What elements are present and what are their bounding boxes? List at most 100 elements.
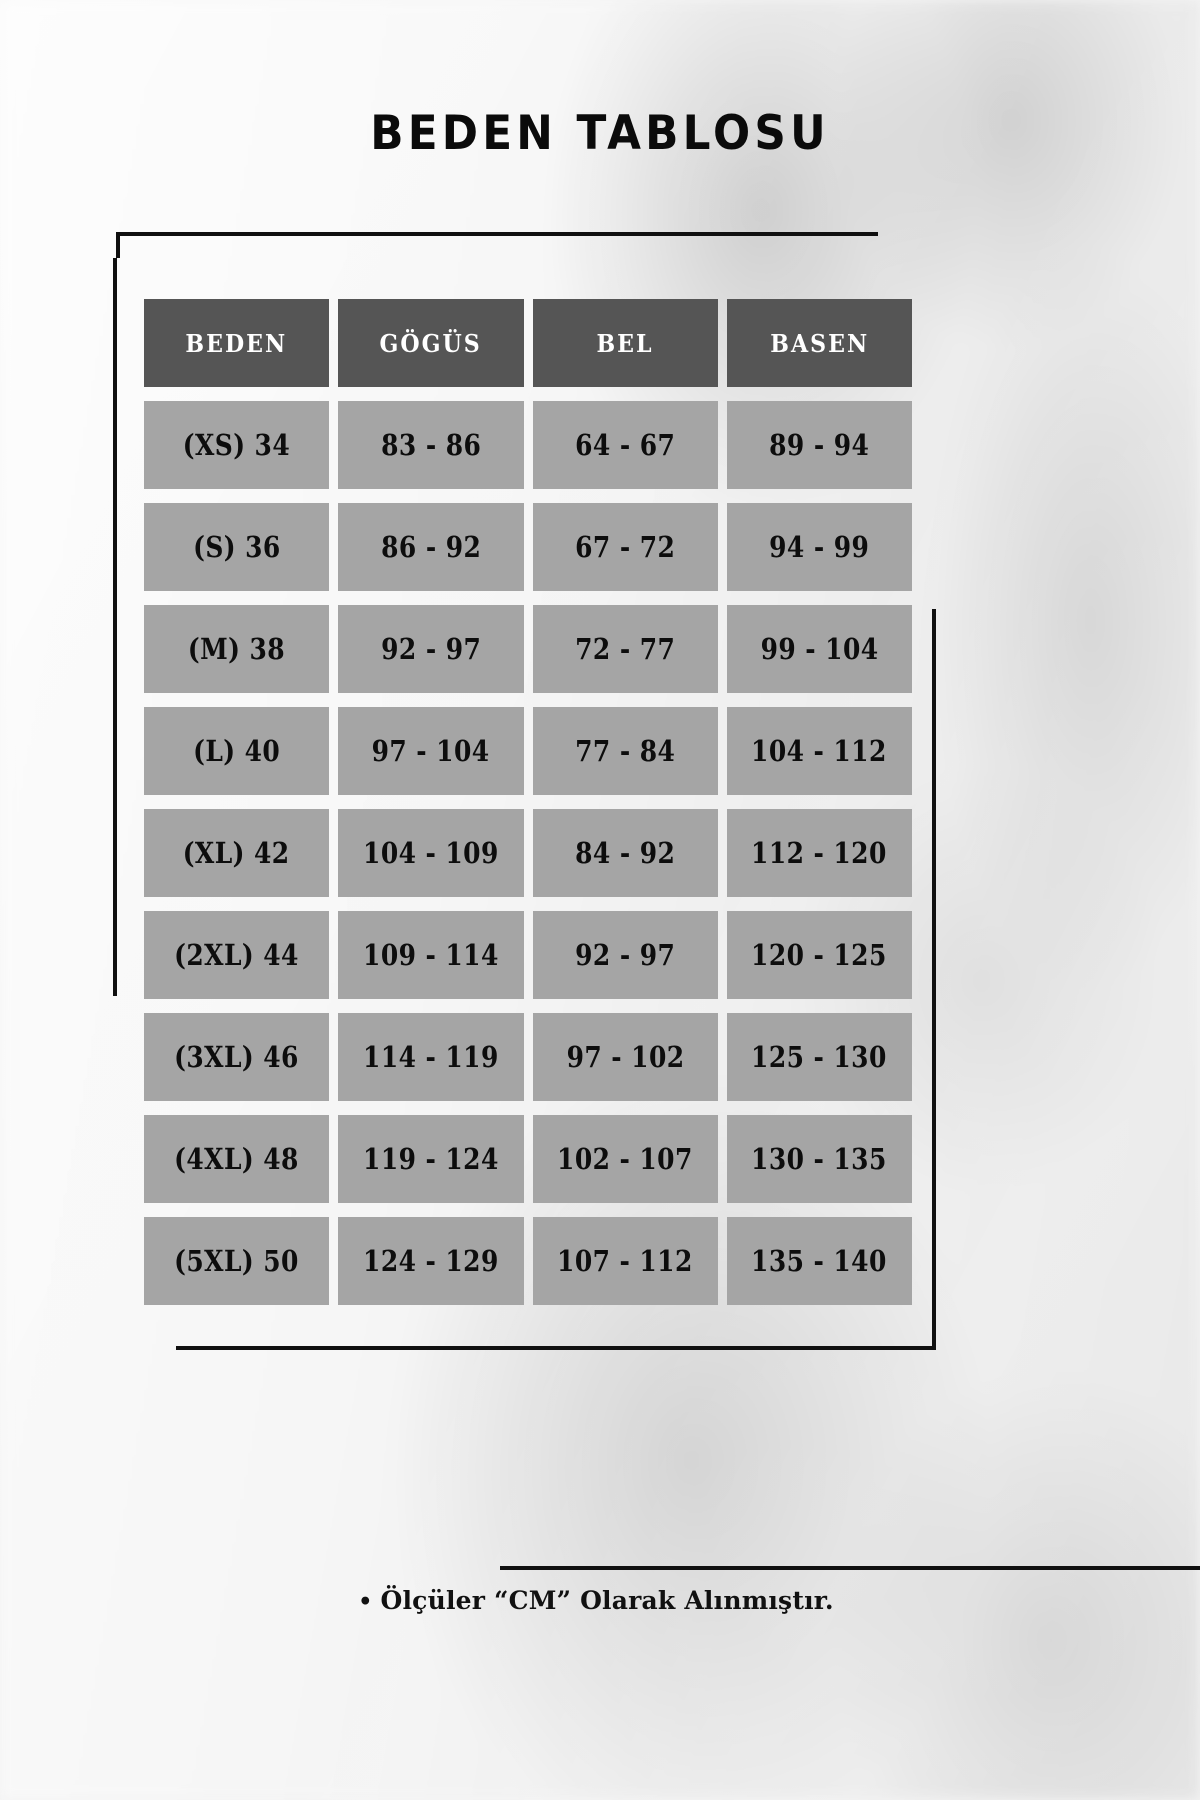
cell-bel-value: 107 - 112 <box>557 1244 693 1278</box>
cell-basen-value: 120 - 125 <box>751 938 888 972</box>
cell-gogus: 104 - 109 <box>338 809 524 897</box>
cell-bel-value: 67 - 72 <box>575 530 676 564</box>
table-row: (M) 38 92 - 97 72 - 77 99 - 104 <box>144 605 912 693</box>
cell-gogus-value: 86 - 92 <box>380 530 481 564</box>
cell-gogus: 83 - 86 <box>338 401 524 489</box>
frame-top-left-corner <box>116 232 120 258</box>
cell-beden: (4XL) 48 <box>144 1115 330 1203</box>
table-row: (XS) 34 83 - 86 64 - 67 89 - 94 <box>144 401 912 489</box>
cell-beden-value: (3XL) 46 <box>174 1040 299 1074</box>
column-header-beden-label: BEDEN <box>185 328 288 358</box>
cell-basen: 120 - 125 <box>726 911 912 999</box>
cell-basen: 112 - 120 <box>726 809 912 897</box>
cell-basen-value: 94 - 99 <box>769 530 870 564</box>
table-row: (3XL) 46 114 - 119 97 - 102 125 - 130 <box>144 1013 912 1101</box>
cell-bel-value: 77 - 84 <box>575 734 676 768</box>
table-row: (4XL) 48 119 - 124 102 - 107 130 - 135 <box>144 1115 912 1203</box>
cell-beden-value: (4XL) 48 <box>174 1142 299 1176</box>
cell-basen: 99 - 104 <box>726 605 912 693</box>
cell-basen: 130 - 135 <box>726 1115 912 1203</box>
cell-gogus: 114 - 119 <box>338 1013 524 1101</box>
cell-gogus-value: 109 - 114 <box>363 938 499 972</box>
cell-basen: 104 - 112 <box>726 707 912 795</box>
table-row: (S) 36 86 - 92 67 - 72 94 - 99 <box>144 503 912 591</box>
cell-gogus-value: 114 - 119 <box>363 1040 499 1074</box>
page-title: BEDEN TABLOSU <box>370 106 830 161</box>
cell-bel-value: 92 - 97 <box>575 938 676 972</box>
cell-beden-value: (M) 38 <box>188 632 286 666</box>
cell-beden: (XS) 34 <box>144 401 330 489</box>
size-chart-table: BEDEN GÖGÜS BEL BASEN (XS) 34 83 - 86 64… <box>144 299 912 1319</box>
table-row: (XL) 42 104 - 109 84 - 92 112 - 120 <box>144 809 912 897</box>
footnote-divider-rule <box>500 1566 1200 1570</box>
cell-beden: (XL) 42 <box>144 809 330 897</box>
cell-bel: 102 - 107 <box>532 1115 718 1203</box>
cell-basen-value: 125 - 130 <box>751 1040 888 1074</box>
cell-beden: (M) 38 <box>144 605 330 693</box>
cell-beden: (L) 40 <box>144 707 330 795</box>
cell-bel-value: 72 - 77 <box>575 632 676 666</box>
cell-bel: 107 - 112 <box>532 1217 718 1305</box>
cell-gogus-value: 92 - 97 <box>380 632 481 666</box>
table-row: (5XL) 50 124 - 129 107 - 112 135 - 140 <box>144 1217 912 1305</box>
cell-basen: 125 - 130 <box>726 1013 912 1101</box>
cell-bel: 92 - 97 <box>532 911 718 999</box>
cell-beden-value: (L) 40 <box>193 734 281 768</box>
cell-gogus: 86 - 92 <box>338 503 524 591</box>
cell-beden-value: (5XL) 50 <box>174 1244 299 1278</box>
cell-bel: 84 - 92 <box>532 809 718 897</box>
cell-beden-value: (S) 36 <box>192 530 281 564</box>
column-header-beden: BEDEN <box>144 299 330 387</box>
cell-gogus-value: 104 - 109 <box>363 836 499 870</box>
frame-right-rule <box>932 609 936 1349</box>
cell-basen-value: 130 - 135 <box>751 1142 888 1176</box>
cell-beden: (3XL) 46 <box>144 1013 330 1101</box>
cell-bel-value: 84 - 92 <box>575 836 676 870</box>
table-row: (2XL) 44 109 - 114 92 - 97 120 - 125 <box>144 911 912 999</box>
cell-basen-value: 99 - 104 <box>760 632 879 666</box>
cell-gogus-value: 119 - 124 <box>363 1142 499 1176</box>
column-header-gogus: GÖGÜS <box>338 299 524 387</box>
cell-bel: 67 - 72 <box>532 503 718 591</box>
cell-bel: 72 - 77 <box>532 605 718 693</box>
table-header-row: BEDEN GÖGÜS BEL BASEN <box>144 299 912 387</box>
cell-gogus: 109 - 114 <box>338 911 524 999</box>
cell-gogus-value: 97 - 104 <box>371 734 490 768</box>
cell-gogus: 97 - 104 <box>338 707 524 795</box>
cell-beden-value: (XS) 34 <box>182 428 291 462</box>
cell-bel-value: 97 - 102 <box>566 1040 685 1074</box>
cell-gogus: 124 - 129 <box>338 1217 524 1305</box>
measurement-unit-note: • Ölçüler “CM” Olarak Alınmıştır. <box>0 1586 1200 1615</box>
bullet-icon: • <box>358 1589 373 1615</box>
cell-bel: 77 - 84 <box>532 707 718 795</box>
cell-basen: 94 - 99 <box>726 503 912 591</box>
cell-basen: 135 - 140 <box>726 1217 912 1305</box>
cell-beden: (2XL) 44 <box>144 911 330 999</box>
cell-gogus-value: 124 - 129 <box>363 1244 499 1278</box>
column-header-bel-label: BEL <box>596 328 654 358</box>
cell-basen-value: 112 - 120 <box>751 836 888 870</box>
cell-basen-value: 89 - 94 <box>769 428 870 462</box>
cell-basen-value: 135 - 140 <box>751 1244 888 1278</box>
cell-gogus-value: 83 - 86 <box>380 428 481 462</box>
cell-gogus: 119 - 124 <box>338 1115 524 1203</box>
frame-top-rule <box>116 232 878 236</box>
cell-beden-value: (XL) 42 <box>183 836 291 870</box>
cell-bel-value: 102 - 107 <box>557 1142 693 1176</box>
column-header-basen: BASEN <box>726 299 912 387</box>
cell-beden-value: (2XL) 44 <box>174 938 299 972</box>
cell-gogus: 92 - 97 <box>338 605 524 693</box>
cell-basen-value: 104 - 112 <box>751 734 888 768</box>
table-row: (L) 40 97 - 104 77 - 84 104 - 112 <box>144 707 912 795</box>
column-header-bel: BEL <box>532 299 718 387</box>
cell-beden: (5XL) 50 <box>144 1217 330 1305</box>
cell-bel: 97 - 102 <box>532 1013 718 1101</box>
column-header-gogus-label: GÖGÜS <box>379 328 483 358</box>
frame-left-rule <box>113 258 117 996</box>
column-header-basen-label: BASEN <box>769 328 869 358</box>
frame-bottom-rule <box>176 1346 936 1350</box>
cell-beden: (S) 36 <box>144 503 330 591</box>
measurement-unit-note-text: Ölçüler “CM” Olarak Alınmıştır. <box>380 1586 834 1615</box>
cell-bel-value: 64 - 67 <box>575 428 676 462</box>
